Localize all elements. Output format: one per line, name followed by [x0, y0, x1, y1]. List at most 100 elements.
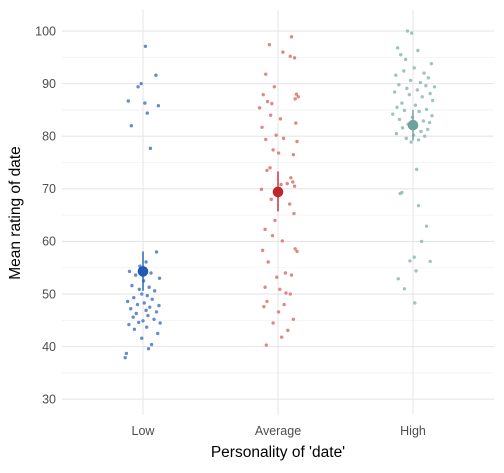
data-point: [293, 97, 297, 101]
data-point: [267, 43, 272, 47]
y-tick-label: 30: [42, 393, 56, 407]
data-point: [400, 126, 405, 130]
grid-lines: [62, 10, 494, 415]
data-point: [430, 98, 435, 103]
data-point: [413, 103, 418, 107]
data-point: [154, 73, 158, 77]
data-point: [280, 239, 284, 243]
data-point: [273, 218, 277, 223]
data-point: [405, 86, 409, 91]
data-point: [288, 54, 292, 58]
data-point: [412, 66, 416, 70]
data-point: [125, 299, 130, 304]
data-point: [156, 104, 161, 108]
data-point: [148, 146, 153, 151]
data-point: [397, 82, 401, 87]
y-tick-label: 100: [35, 24, 56, 38]
data-point: [287, 202, 292, 206]
data-point: [132, 296, 136, 300]
data-point: [140, 336, 144, 340]
data-point: [276, 310, 281, 314]
data-point: [152, 289, 157, 293]
data-point: [430, 114, 434, 118]
data-point: [392, 90, 397, 94]
data-point: [424, 84, 428, 88]
data-point: [260, 248, 265, 253]
data-point: [146, 347, 151, 351]
data-point: [271, 321, 275, 325]
group-means: [137, 109, 419, 291]
data-point: [399, 53, 403, 57]
data-point: [152, 317, 156, 321]
data-point: [147, 285, 151, 289]
data-point: [286, 328, 290, 333]
data-point: [268, 113, 273, 117]
data-point: [294, 121, 298, 125]
data-point: [263, 227, 267, 232]
data-point: [154, 310, 159, 314]
data-point: [428, 91, 432, 96]
y-tick-label: 70: [42, 182, 56, 196]
data-point: [261, 92, 265, 97]
data-point: [427, 120, 432, 125]
data-point: [132, 327, 137, 331]
mean-point: [407, 119, 419, 131]
data-point: [412, 255, 416, 259]
data-point: [129, 307, 133, 311]
data-point: [414, 269, 418, 273]
data-point: [293, 247, 297, 251]
data-point: [260, 125, 264, 129]
data-point: [291, 317, 296, 321]
data-point: [410, 31, 414, 35]
data-point: [408, 78, 413, 83]
data-point: [416, 203, 421, 208]
data-point: [145, 111, 149, 115]
data-point: [154, 250, 159, 254]
data-point: [428, 259, 432, 264]
data-point: [130, 283, 134, 288]
data-point: [397, 117, 402, 122]
data-point: [272, 85, 277, 89]
data-point: [278, 287, 282, 291]
data-point: [409, 140, 413, 144]
data-point: [143, 44, 148, 48]
data-point: [270, 233, 275, 238]
y-tick-labels: 30 40 50 60 70 80 90 100: [35, 24, 56, 406]
data-point: [402, 108, 407, 113]
data-point: [391, 112, 395, 116]
data-point: [275, 275, 279, 279]
data-point: [269, 197, 273, 202]
data-point: [418, 80, 423, 85]
data-point: [146, 313, 150, 318]
y-tick-label: 60: [42, 235, 56, 249]
data-point: [289, 176, 293, 180]
x-tick-label: High: [400, 424, 426, 438]
data-point: [124, 351, 129, 356]
data-point: [415, 88, 419, 92]
data-point: [398, 191, 402, 196]
data-point: [144, 260, 148, 264]
data-point: [157, 303, 161, 308]
data-point: [424, 107, 429, 112]
data-point: [268, 166, 272, 170]
y-tick-label: 90: [42, 77, 56, 91]
data-point: [419, 129, 423, 134]
data-point: [294, 92, 299, 96]
data-point: [295, 249, 299, 254]
data-point: [135, 302, 140, 307]
data-point: [140, 292, 144, 296]
y-tick-label: 40: [42, 340, 56, 354]
data-point: [259, 187, 264, 192]
data-point: [276, 151, 281, 155]
data-point: [133, 273, 138, 277]
data-point: [291, 152, 296, 157]
data-point: [422, 71, 426, 75]
data-point: [142, 301, 146, 305]
data-point: [416, 138, 421, 142]
data-point: [148, 305, 152, 309]
data-point: [282, 302, 286, 307]
data-point: [274, 133, 278, 137]
data-point: [417, 109, 421, 114]
data-point: [429, 61, 434, 66]
data-point: [405, 29, 410, 33]
